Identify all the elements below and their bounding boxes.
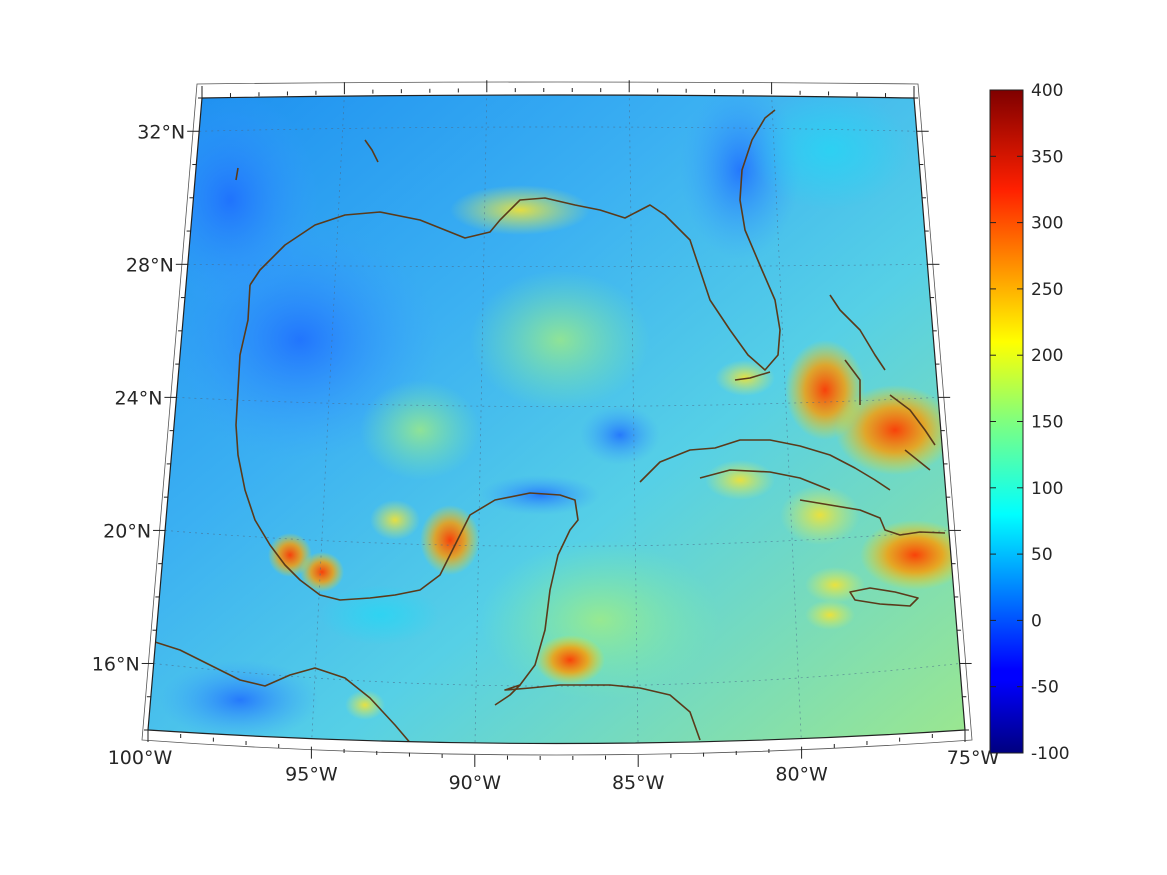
coastline-coast-rica xyxy=(494,684,521,706)
graticule-lon-line xyxy=(474,95,488,744)
coastline-pacific xyxy=(154,641,413,744)
coastline-us-mexico-gulf xyxy=(235,109,781,371)
map-frame xyxy=(147,94,966,745)
colorbar-tick-label: 50 xyxy=(1031,545,1053,565)
colorbar-ticks: 400 350 300 250 200 150 100 50 0 -50 -100 xyxy=(990,81,1070,764)
colorbar: 400 350 300 250 200 150 100 50 0 -50 -100 xyxy=(989,81,1070,764)
coastline-cuba xyxy=(639,439,891,491)
graticule-lon-line xyxy=(771,95,802,744)
colorbar-tick-label: 400 xyxy=(1031,81,1063,101)
colorbar-tick-label: 300 xyxy=(1031,214,1063,234)
longitude-label: 90°W xyxy=(449,772,502,794)
longitude-label: 75°W xyxy=(947,747,1000,769)
longitude-label: 85°W xyxy=(612,772,665,794)
colorbar-tick-label: 200 xyxy=(1031,346,1063,366)
graticule-lon-line xyxy=(628,95,639,744)
coastline-bahamas xyxy=(829,294,936,471)
colorbar-tick-label: -50 xyxy=(1031,678,1059,698)
coastlines xyxy=(154,109,946,744)
coastline-inlet-1 xyxy=(364,139,379,163)
latitude-labels: 32°N 28°N 24°N 20°N 16°N xyxy=(92,121,185,675)
colorbar-tick-label: 0 xyxy=(1031,611,1042,631)
frame-tick-marks xyxy=(141,80,972,767)
latitude-label: 28°N xyxy=(126,254,174,276)
graticule-lat-line xyxy=(176,397,939,407)
colorbar-tick-label: 150 xyxy=(1031,413,1063,433)
longitude-labels: 100°W 95°W 90°W 85°W 80°W 75°W xyxy=(108,747,1000,794)
colorbar-tick-label: -100 xyxy=(1031,744,1070,764)
latitude-label: 32°N xyxy=(137,121,185,143)
longitude-label: 95°W xyxy=(285,764,338,786)
graticule-lon-line xyxy=(311,95,345,744)
colorbar-tick-label: 350 xyxy=(1031,147,1063,167)
map-area[interactable] xyxy=(140,80,970,765)
coastline-hispaniola xyxy=(799,499,946,536)
coastline-mexico-west-gulf xyxy=(235,284,701,741)
map-frame-outer xyxy=(141,81,973,756)
colorbar-tick-label: 250 xyxy=(1031,280,1063,300)
coastline-florida-keys xyxy=(734,371,771,381)
colorbar-tick-label: 100 xyxy=(1031,479,1063,499)
coastline-cuba-south xyxy=(699,469,831,491)
longitude-label: 100°W xyxy=(108,747,173,769)
longitude-label: 80°W xyxy=(775,764,828,786)
latitude-label: 20°N xyxy=(103,520,151,542)
latitude-label: 24°N xyxy=(115,387,163,409)
latitude-label: 16°N xyxy=(92,653,140,675)
coastline-jamaica xyxy=(849,587,919,607)
